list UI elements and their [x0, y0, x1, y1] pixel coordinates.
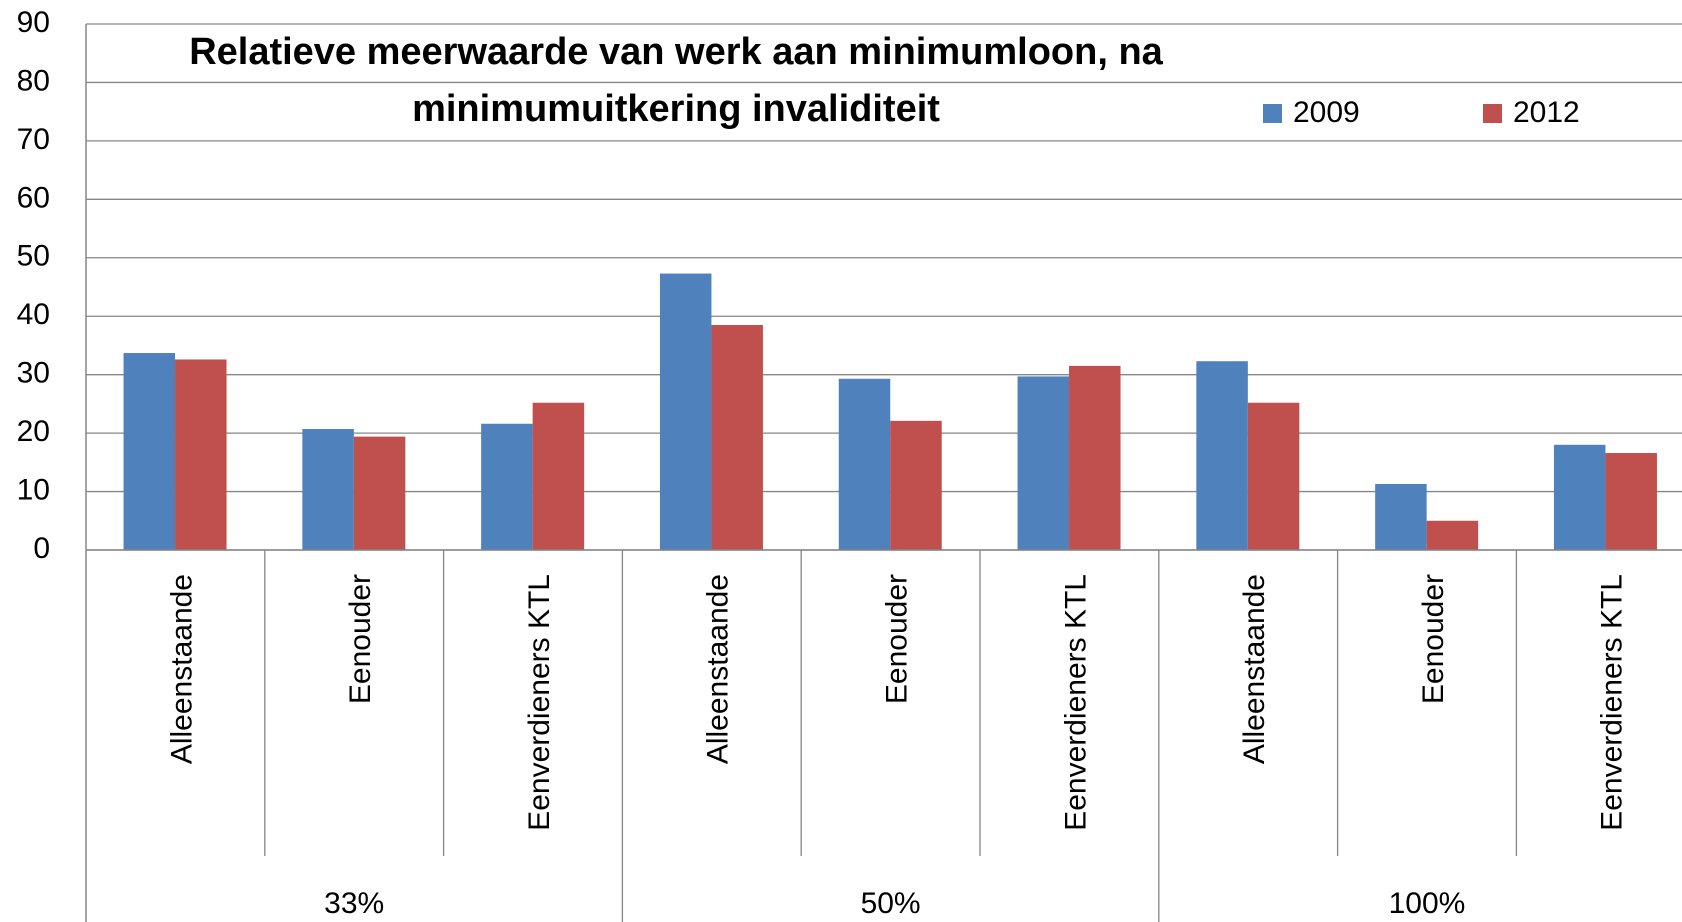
chart-title: Relatieve meerwaarde van werk aan minimu…	[189, 31, 1163, 73]
bar	[123, 353, 176, 550]
bar	[1017, 376, 1070, 550]
x-tick-label: Eenverdieners KTL	[1059, 574, 1092, 831]
bar	[1605, 452, 1657, 550]
y-tick-label: 70	[17, 123, 50, 156]
bar	[302, 429, 354, 550]
x-tick-label: Alleenstaande	[1238, 574, 1271, 764]
x-tick-label: Eenverdieners KTL	[523, 574, 556, 831]
x-tick-label: Eenouder	[1417, 574, 1450, 704]
bar	[1196, 361, 1248, 550]
y-tick-label: 50	[17, 240, 50, 273]
x-tick-label: Alleenstaande	[702, 574, 735, 764]
bar	[175, 359, 227, 550]
x-tick-label: Alleenstaande	[165, 574, 198, 764]
bar	[1426, 520, 1479, 550]
bar	[532, 402, 585, 550]
legend-label: 2012	[1513, 96, 1580, 129]
y-tick-label: 40	[17, 298, 50, 331]
x-tick-label: Eenouder	[881, 574, 914, 704]
legend-swatch	[1263, 104, 1282, 123]
group-label: 100%	[1389, 887, 1466, 920]
y-tick-label: 60	[17, 181, 50, 214]
x-tick-label: Eenouder	[344, 574, 377, 704]
bar	[659, 273, 712, 550]
y-tick-label: 10	[17, 473, 50, 506]
bar	[1375, 483, 1427, 550]
bar	[353, 436, 406, 550]
bar	[838, 378, 891, 550]
group-label: 50%	[861, 887, 921, 920]
y-tick-label: 90	[17, 6, 50, 39]
bar	[890, 420, 942, 550]
y-tick-label: 20	[17, 415, 50, 448]
legend-label: 2009	[1293, 96, 1360, 129]
chart-title: minimumuitkering invaliditeit	[412, 88, 940, 130]
bar	[1069, 365, 1121, 550]
group-label: 33%	[324, 887, 384, 920]
bar	[1553, 444, 1606, 550]
y-tick-label: 0	[33, 532, 50, 565]
bar	[711, 324, 763, 550]
bar	[1247, 402, 1300, 550]
legend-swatch	[1483, 104, 1502, 123]
bar	[481, 423, 533, 550]
y-tick-label: 80	[17, 64, 50, 97]
y-tick-label: 30	[17, 357, 50, 390]
x-tick-label: Eenverdieners KTL	[1596, 574, 1629, 831]
